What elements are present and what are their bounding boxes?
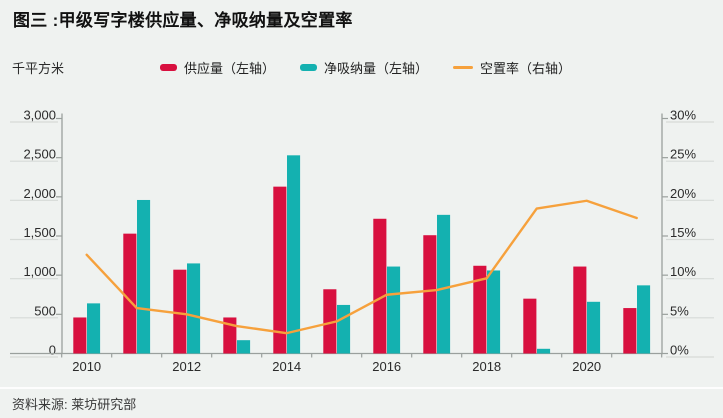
left-axis-tick-label: 3,000: [23, 108, 56, 123]
x-axis-label: 2014: [272, 359, 301, 374]
left-axis-tick-label: 0: [49, 343, 56, 358]
supply-legend-swatch-icon: [160, 64, 177, 71]
bar-net-absorption-2020: [587, 301, 601, 354]
left-axis-tick-label: 2,000: [23, 186, 56, 201]
footer-separator: [0, 387, 723, 389]
vacancy-rate-legend-line-icon: [453, 66, 474, 69]
legend-label-supply: 供应量（左轴）: [184, 61, 276, 76]
left-axis-tick-label: 500: [34, 303, 56, 318]
source-note: 资料来源: 莱坊研究部: [12, 397, 137, 412]
x-axis-label: 2016: [372, 359, 401, 374]
legend-label-vacancy-rate: 空置率（右轴）: [480, 61, 572, 76]
bar-supply-2021: [623, 308, 637, 354]
left-axis-tick-label: 1,500: [23, 225, 56, 240]
bar-supply-2015: [323, 289, 337, 354]
bar-net-absorption-2013: [237, 340, 251, 354]
right-axis-tick-label: 30%: [670, 108, 696, 123]
right-axis-tick-label: 20%: [670, 186, 696, 201]
right-axis-tick-label: 10%: [670, 264, 696, 279]
right-axis-tick-label: 15%: [670, 225, 696, 240]
bar-net-absorption-2016: [387, 266, 401, 354]
left-axis-unit-label: 千平方米: [12, 61, 65, 76]
bar-net-absorption-2012: [187, 263, 201, 354]
bar-supply-2016: [373, 218, 387, 354]
legend-label-net-absorption: 净吸纳量（左轴）: [324, 61, 429, 76]
bar-supply-2014: [273, 186, 287, 354]
bar-net-absorption-2021: [637, 285, 651, 354]
legend-item-vacancy-rate: 空置率（右轴）: [453, 58, 571, 77]
bar-supply-2020: [573, 266, 587, 354]
bar-net-absorption-2019: [537, 348, 551, 354]
x-axis-label: 2012: [172, 359, 201, 374]
legend-item-supply: 供应量（左轴）: [160, 58, 275, 77]
bar-net-absorption-2015: [337, 304, 351, 354]
bar-supply-2019: [523, 298, 537, 354]
left-axis-tick-label: 2,500: [23, 147, 56, 162]
bar-supply-2017: [423, 235, 437, 354]
right-axis-tick-label: 5%: [670, 303, 689, 318]
vacancy-rate-line: [85, 199, 638, 335]
x-axis-label: 2018: [472, 359, 501, 374]
chart-title: 图三 :甲级写字楼供应量、净吸纳量及空置率: [13, 11, 353, 30]
chart-legend: 供应量（左轴） 净吸纳量（左轴） 空置率（右轴）: [160, 58, 571, 77]
x-axis-label: 2010: [72, 359, 101, 374]
bar-supply-2011: [123, 233, 137, 354]
bar-supply-2010: [73, 317, 87, 354]
bar-net-absorption-2017: [437, 214, 451, 354]
bar-net-absorption-2018: [487, 270, 501, 354]
bar-net-absorption-2011: [137, 199, 151, 354]
legend-item-net-absorption: 净吸纳量（左轴）: [300, 58, 428, 77]
bar-supply-2012: [173, 269, 187, 354]
bar-net-absorption-2014: [287, 155, 301, 354]
net-absorption-legend-swatch-icon: [300, 64, 318, 71]
bar-supply-2018: [473, 265, 487, 354]
left-axis-tick-label: 1,000: [23, 264, 56, 279]
right-axis-tick-label: 0%: [670, 343, 689, 358]
bar-net-absorption-2010: [87, 303, 101, 354]
x-axis-label: 2020: [572, 359, 601, 374]
right-axis-tick-label: 25%: [670, 147, 696, 162]
